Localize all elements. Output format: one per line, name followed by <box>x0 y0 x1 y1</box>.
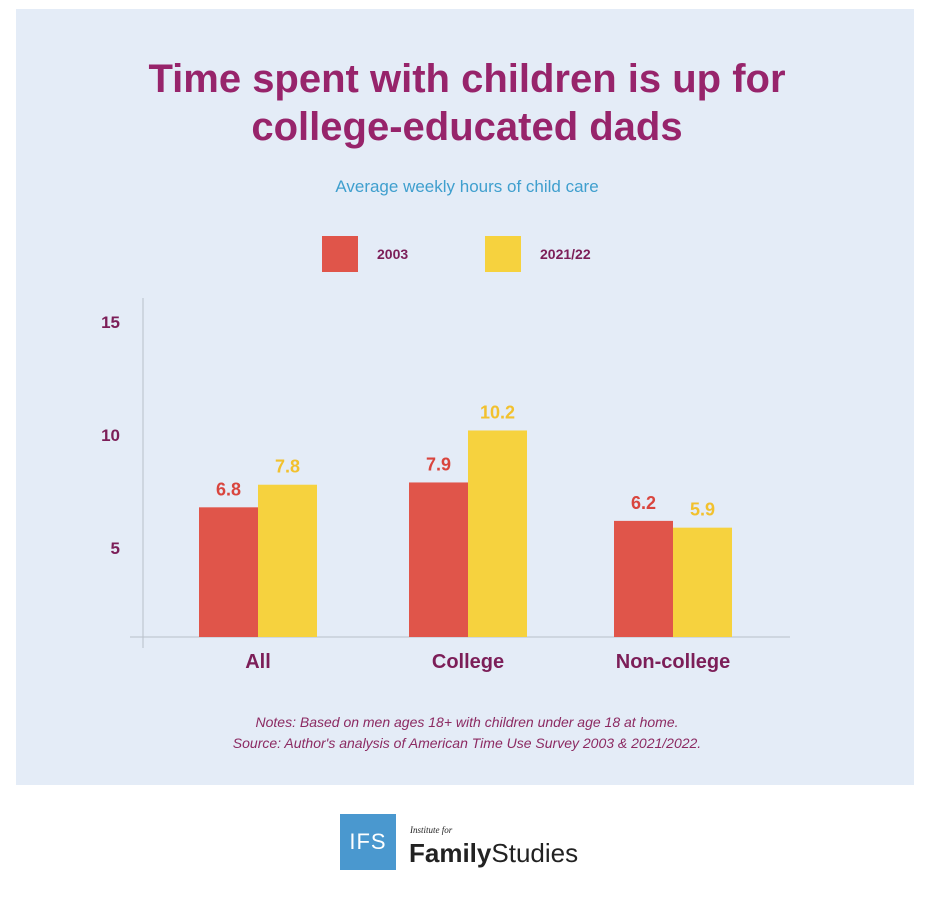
chart-notes: Notes: Based on men ages 18+ with childr… <box>0 712 934 754</box>
logo-family-text: Family <box>409 838 492 868</box>
bar-2021-22-non-college <box>673 527 732 637</box>
title-line-2: college-educated dads <box>251 105 683 149</box>
y-tick-label: 15 <box>101 313 120 332</box>
logo-institute-text: Institute for <box>410 825 453 835</box>
notes-line: Notes: Based on men ages 18+ with childr… <box>255 714 679 730</box>
bar-2021-22-all <box>258 484 317 637</box>
x-category-label: All <box>245 651 271 673</box>
x-category-label: Non-college <box>616 651 730 673</box>
y-tick-label: 10 <box>101 426 120 445</box>
legend-swatch-2021-22 <box>485 236 521 272</box>
logo-studies-text: Studies <box>491 838 579 868</box>
bar-value-label: 7.8 <box>275 457 300 477</box>
bar-value-label: 6.2 <box>631 493 656 513</box>
bar-value-label: 7.9 <box>426 454 451 474</box>
bar-2003-non-college <box>614 520 673 637</box>
y-tick-label: 5 <box>111 539 120 558</box>
bar-2021-22-college <box>468 430 527 637</box>
bar-value-label: 6.8 <box>216 479 241 499</box>
logo-wordmark: FamilyStudies <box>409 838 578 869</box>
chart-subtitle: Average weekly hours of child care <box>335 177 599 196</box>
x-category-label: College <box>432 651 504 673</box>
chart-panel <box>16 9 914 785</box>
source-line: Source: Author's analysis of American Ti… <box>232 735 702 751</box>
legend-label-2021-22: 2021/22 <box>540 246 591 262</box>
bar-2003-all <box>199 507 258 637</box>
bar-value-label: 10.2 <box>480 402 515 422</box>
bar-value-label: 5.9 <box>690 500 715 520</box>
legend-label-2003: 2003 <box>377 246 409 262</box>
ifs-logo-mark: IFS <box>340 814 396 870</box>
bar-2003-college <box>409 482 468 637</box>
legend-swatch-2003 <box>322 236 358 272</box>
chart-title: Time spent with children is up for colle… <box>0 55 934 151</box>
title-line-1: Time spent with children is up for <box>148 57 786 101</box>
ifs-logo: IFS Institute for FamilyStudies <box>340 814 600 872</box>
